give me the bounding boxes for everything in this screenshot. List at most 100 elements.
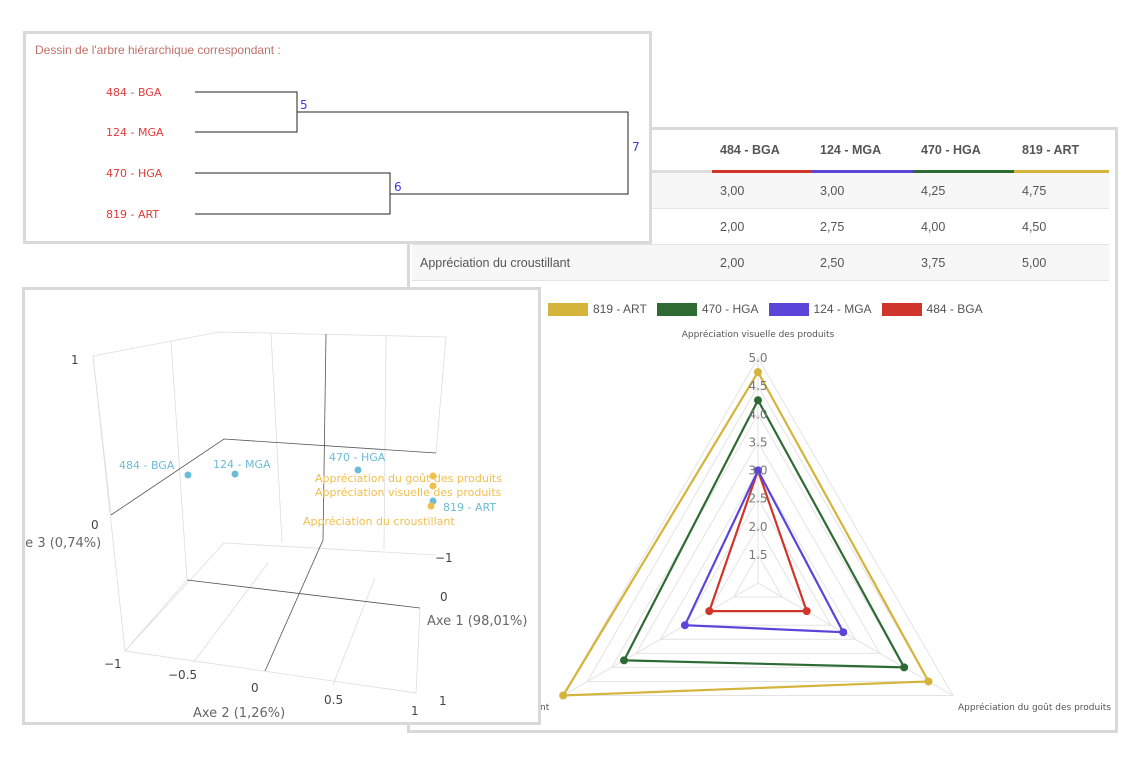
y-tick: 0 [251, 681, 259, 695]
radar-point[interactable] [839, 628, 848, 637]
point-croustillant[interactable] [427, 502, 435, 510]
radar-point[interactable] [754, 396, 762, 405]
legend-label: 124 - MGA [813, 302, 872, 316]
point-label: 484 - BGA [119, 459, 175, 472]
node-label: 6 [394, 180, 402, 194]
point-470-hga[interactable] [354, 466, 362, 474]
radar-tick-label: 3.0 [748, 464, 767, 478]
dendrogram-panel: Dessin de l'arbre hiérarchique correspon… [23, 31, 652, 244]
leaf-label: 819 - ART [106, 208, 159, 221]
radar-point[interactable] [680, 621, 689, 630]
radar-tick-label: 3.5 [748, 435, 767, 449]
table-row: Appréciation du croustillant 2,00 2,50 3… [412, 244, 1109, 281]
radar-point[interactable] [559, 691, 568, 700]
cell: 2,00 [712, 244, 812, 281]
y-axis-title: Axe 2 (1,26%) [193, 706, 285, 721]
radar-point[interactable] [754, 368, 762, 377]
cell: 4,00 [913, 208, 1014, 245]
leaf-label: 484 - BGA [106, 86, 162, 99]
point-visuelle[interactable] [429, 482, 437, 490]
legend-swatch [656, 302, 697, 316]
radar-tick-label: 2.5 [748, 492, 767, 506]
radar-series-470-hga [622, 397, 907, 669]
point-484-bga[interactable] [184, 471, 192, 479]
leaf-label: 470 - HGA [106, 167, 163, 180]
branch-7 [297, 111, 629, 195]
legend-item[interactable]: 484 - BGA [881, 302, 983, 316]
radar-point[interactable] [754, 466, 762, 475]
radar-spoke [562, 582, 759, 696]
pca-3d-plot[interactable]: 1 0 −1 −0.5 0 0.5 1 −1 0 1 Axe 3 (0,74%)… [25, 290, 538, 722]
legend-item[interactable]: 819 - ART [548, 302, 647, 316]
x-tick: −1 [435, 551, 453, 565]
cell: 4,75 [1014, 171, 1109, 209]
radar-tick-label: 4.5 [748, 379, 767, 393]
column-header: 124 - MGA [812, 130, 913, 173]
x-tick: 1 [439, 694, 447, 708]
node-label: 7 [632, 140, 640, 154]
radar-gridline [586, 385, 930, 682]
radar-spoke [757, 582, 954, 696]
radar-gridline [732, 553, 784, 598]
radar-tick-label: 5.0 [748, 351, 767, 365]
data-table: 484 - BGA 124 - MGA 470 - HGA 819 - ART … [412, 130, 1109, 281]
radar-point[interactable] [924, 677, 933, 686]
branch-6 [195, 172, 391, 215]
column-header: 484 - BGA [712, 130, 812, 173]
radar-axis-label: Appréciation du goût des produits [958, 702, 1111, 713]
z-axis-title: Axe 3 (0,74%) [25, 536, 101, 551]
dendrogram-title: Dessin de l'arbre hiérarchique correspon… [35, 43, 281, 57]
radar-tick-label: 1.5 [748, 548, 767, 562]
radar-tick-label: 2.0 [748, 520, 767, 534]
radar-point[interactable] [620, 656, 629, 665]
legend-swatch [768, 302, 809, 316]
cell: 3,00 [712, 171, 812, 209]
radar-series-124-mga [683, 468, 846, 634]
node-label: 5 [300, 98, 308, 112]
radar-point[interactable] [900, 663, 909, 672]
point-label: Appréciation visuelle des produits [315, 486, 502, 499]
radar-gridline [635, 441, 881, 654]
radar-gridline [562, 356, 954, 696]
z-tick: 1 [71, 353, 79, 367]
legend-swatch [881, 302, 922, 316]
y-tick: −0.5 [168, 668, 197, 682]
radar-point[interactable] [705, 607, 714, 616]
x-tick: 0 [440, 590, 448, 604]
y-tick: 1 [411, 704, 419, 718]
legend-label: 484 - BGA [926, 302, 983, 316]
branch-5 [195, 91, 298, 133]
cell: 2,75 [812, 208, 913, 245]
cell: 3,00 [812, 171, 913, 209]
radar-legend: 819 - ART 470 - HGA 124 - MGA 484 - BGA [548, 302, 983, 316]
cell: 4,50 [1014, 208, 1109, 245]
cell: 3,75 [913, 244, 1014, 281]
legend-item[interactable]: 124 - MGA [768, 302, 872, 316]
cell: 2,50 [812, 244, 913, 281]
radar-point[interactable] [802, 607, 811, 616]
point-124-mga[interactable] [231, 470, 239, 478]
legend-swatch [548, 302, 588, 316]
legend-item[interactable]: 470 - HGA [656, 302, 759, 316]
radar-gridline [659, 469, 857, 640]
radar-chart: 1.5 2.0 2.5 3.0 3.5 4.0 4.5 5.0 Appréciation vi… [540, 329, 1111, 713]
dendrogram-svg: 484 - BGA 124 - MGA 470 - HGA 819 - ART … [106, 86, 640, 221]
row-label: Appréciation du croustillant [412, 244, 712, 281]
point-label: Appréciation du goût des produits [315, 472, 502, 485]
leaf-label: 124 - MGA [106, 126, 164, 139]
point-label: 470 - HGA [329, 451, 386, 464]
z-tick: 0 [91, 518, 99, 532]
y-tick: 0.5 [324, 693, 343, 707]
legend-label: 470 - HGA [701, 302, 759, 316]
radar-series-819-art [561, 369, 931, 697]
radar-axis-label: Appréciation visuelle des produits [682, 329, 835, 340]
cell: 4,25 [913, 171, 1014, 209]
point-gout[interactable] [429, 472, 437, 480]
column-header: 470 - HGA [913, 130, 1014, 173]
radar-axis-label: nt [540, 703, 550, 713]
legend-label: 819 - ART [593, 302, 647, 316]
point-label: Appréciation du croustillant [303, 515, 455, 528]
point-label: 124 - MGA [213, 458, 271, 471]
z-tick: −1 [104, 657, 122, 671]
pca-3d-plot-panel: 1 0 −1 −0.5 0 0.5 1 −1 0 1 Axe 3 (0,74%)… [22, 287, 541, 725]
